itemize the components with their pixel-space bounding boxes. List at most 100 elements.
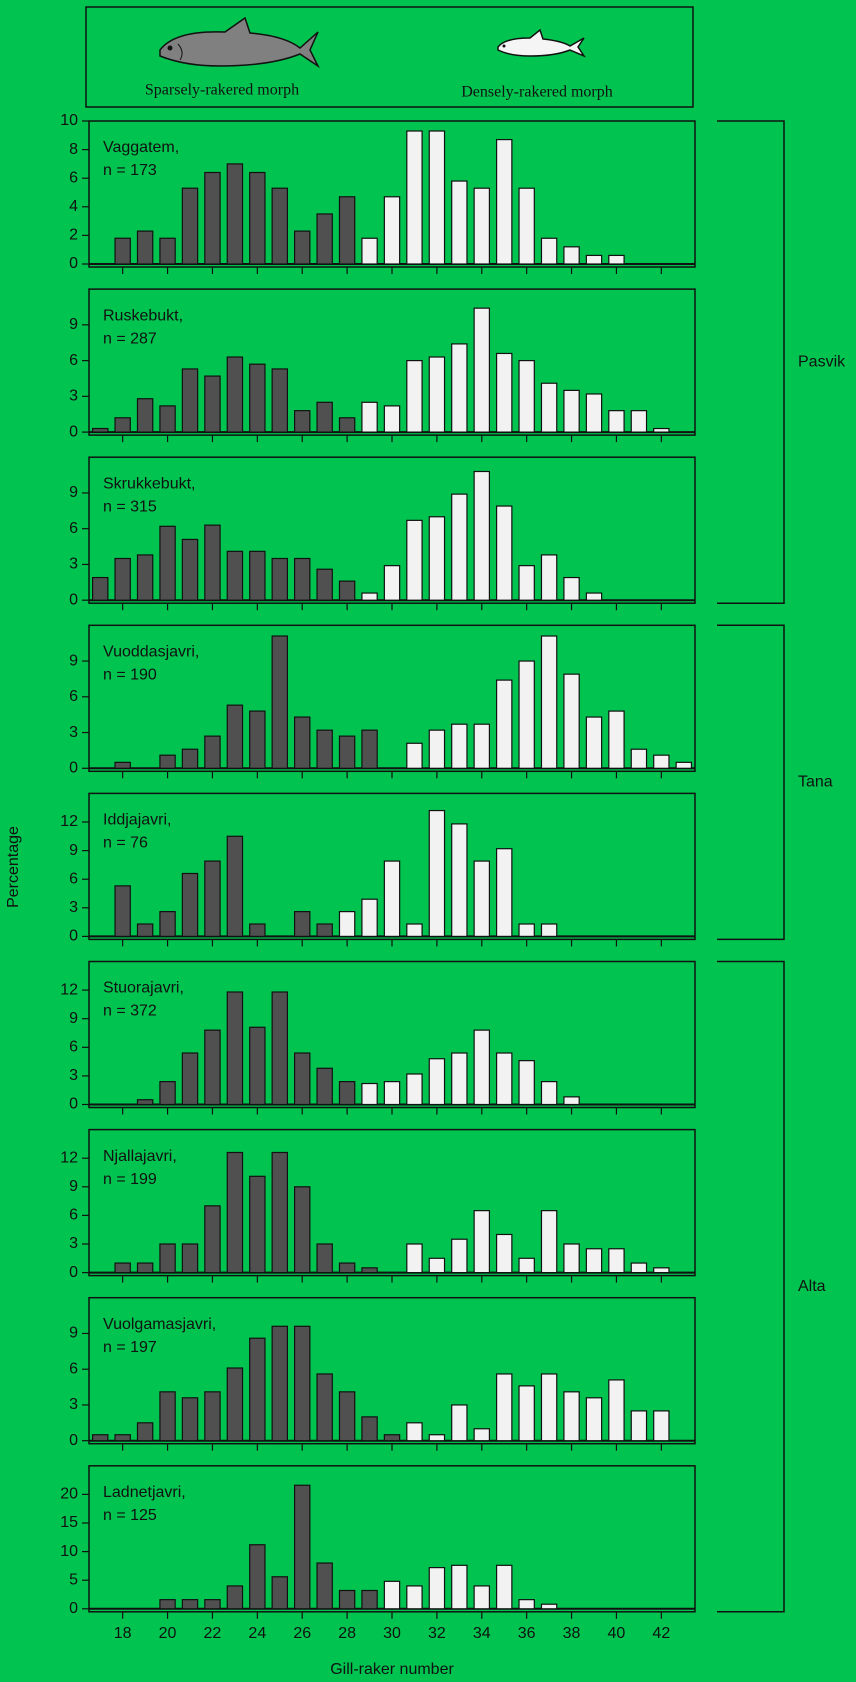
bar bbox=[384, 197, 399, 264]
bar bbox=[137, 924, 152, 936]
bar bbox=[519, 1061, 534, 1105]
bar bbox=[115, 1263, 130, 1273]
bar bbox=[182, 873, 197, 936]
bar bbox=[227, 1152, 242, 1272]
bar bbox=[339, 736, 354, 768]
bar bbox=[115, 238, 130, 264]
bar bbox=[182, 539, 197, 600]
bar bbox=[317, 569, 332, 600]
y-tick-label: 9 bbox=[69, 484, 78, 501]
bar bbox=[227, 551, 242, 600]
bar bbox=[317, 214, 332, 264]
bar bbox=[519, 566, 534, 601]
bar bbox=[295, 912, 310, 937]
bar bbox=[160, 912, 175, 937]
bar bbox=[93, 578, 108, 601]
bar bbox=[676, 762, 691, 768]
group-label: Pasvik bbox=[798, 353, 846, 370]
bar bbox=[609, 1249, 624, 1273]
x-tick-label: 26 bbox=[293, 1625, 311, 1642]
bar bbox=[227, 836, 242, 936]
bar bbox=[452, 181, 467, 264]
bar bbox=[160, 238, 175, 264]
panel-subtitle: n = 190 bbox=[103, 667, 157, 684]
bar bbox=[429, 1059, 444, 1105]
bar bbox=[474, 308, 489, 432]
bar bbox=[564, 247, 579, 264]
bar bbox=[227, 1368, 242, 1441]
x-tick-label: 32 bbox=[428, 1625, 446, 1642]
y-tick-label: 9 bbox=[69, 652, 78, 669]
y-tick-label: 9 bbox=[69, 1325, 78, 1342]
bar bbox=[497, 1374, 512, 1441]
bar bbox=[160, 1600, 175, 1609]
bar bbox=[586, 394, 601, 432]
panel-title: Ladnetjavri, bbox=[103, 1484, 186, 1501]
bar bbox=[205, 861, 220, 936]
bar bbox=[205, 1600, 220, 1609]
x-tick-label: 30 bbox=[383, 1625, 401, 1642]
bar bbox=[115, 418, 130, 432]
bar bbox=[497, 849, 512, 937]
y-tick-label: 20 bbox=[60, 1486, 78, 1503]
y-tick-label: 9 bbox=[69, 316, 78, 333]
panel-title: Stuorajavri, bbox=[103, 980, 184, 997]
y-tick-label: 0 bbox=[69, 760, 78, 777]
bar bbox=[250, 924, 265, 936]
x-tick-label: 20 bbox=[159, 1625, 177, 1642]
bar bbox=[339, 1082, 354, 1105]
bar bbox=[362, 593, 377, 600]
panel-title: Ruskebukt, bbox=[103, 307, 183, 324]
bar bbox=[227, 357, 242, 432]
bar bbox=[317, 402, 332, 432]
bar bbox=[429, 811, 444, 937]
y-tick-label: 0 bbox=[69, 591, 78, 608]
y-tick-label: 9 bbox=[69, 842, 78, 859]
bar bbox=[362, 1268, 377, 1273]
y-tick-label: 6 bbox=[69, 870, 78, 887]
y-tick-label: 3 bbox=[69, 724, 78, 741]
bar bbox=[317, 924, 332, 936]
bar bbox=[205, 376, 220, 432]
y-tick-label: 5 bbox=[69, 1571, 78, 1588]
bar bbox=[631, 411, 646, 432]
bar bbox=[541, 238, 556, 264]
bar bbox=[474, 1429, 489, 1441]
x-tick-label: 34 bbox=[473, 1625, 491, 1642]
y-tick-label: 3 bbox=[69, 1396, 78, 1413]
bar bbox=[519, 1600, 534, 1609]
bar bbox=[250, 172, 265, 264]
bar bbox=[654, 1411, 669, 1441]
bar bbox=[295, 1326, 310, 1440]
bar bbox=[452, 824, 467, 936]
bar bbox=[317, 730, 332, 768]
bar bbox=[519, 361, 534, 433]
x-tick-label: 18 bbox=[114, 1625, 132, 1642]
bar bbox=[474, 724, 489, 768]
chart: Sparsely-rakered morph Densely-rakered m… bbox=[0, 0, 856, 1682]
y-tick-label: 6 bbox=[69, 1039, 78, 1056]
y-tick-label: 6 bbox=[69, 1207, 78, 1224]
bar bbox=[384, 1581, 399, 1608]
bar bbox=[497, 1565, 512, 1608]
y-tick-label: 0 bbox=[69, 1264, 78, 1281]
bar bbox=[564, 578, 579, 601]
bar bbox=[407, 924, 422, 936]
bar bbox=[541, 1211, 556, 1273]
bar bbox=[182, 1398, 197, 1441]
bar bbox=[182, 369, 197, 432]
panel-subtitle: n = 125 bbox=[103, 1507, 157, 1524]
bar bbox=[452, 344, 467, 432]
bar bbox=[631, 749, 646, 768]
bar bbox=[227, 992, 242, 1104]
x-tick-label: 42 bbox=[652, 1625, 670, 1642]
bar bbox=[250, 364, 265, 432]
y-tick-label: 2 bbox=[69, 227, 78, 244]
bar bbox=[609, 411, 624, 432]
bar bbox=[429, 517, 444, 600]
bar bbox=[541, 636, 556, 768]
bar bbox=[182, 749, 197, 768]
bar bbox=[631, 1263, 646, 1273]
bar bbox=[564, 1392, 579, 1441]
bar bbox=[205, 1392, 220, 1441]
